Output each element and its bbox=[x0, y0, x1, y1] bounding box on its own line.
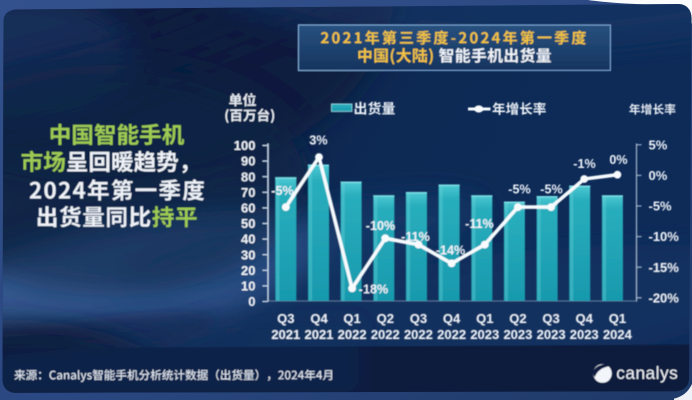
svg-text:2022: 2022 bbox=[437, 327, 466, 342]
svg-text:Q1: Q1 bbox=[343, 311, 360, 326]
svg-text:-10%: -10% bbox=[366, 219, 395, 233]
svg-text:-10%: -10% bbox=[649, 229, 680, 244]
svg-text:canalys: canalys bbox=[616, 363, 678, 383]
svg-text:0%: 0% bbox=[609, 153, 627, 167]
svg-text:90: 90 bbox=[241, 154, 255, 169]
svg-text:0%: 0% bbox=[649, 168, 668, 183]
svg-text:Q4: Q4 bbox=[576, 311, 594, 326]
svg-text:20: 20 bbox=[241, 263, 255, 278]
svg-text:5%: 5% bbox=[649, 137, 668, 152]
svg-text:-20%: -20% bbox=[649, 290, 680, 305]
svg-text:-5%: -5% bbox=[649, 199, 673, 214]
svg-text:-11%: -11% bbox=[465, 217, 494, 231]
svg-text:-5%: -5% bbox=[508, 183, 530, 197]
svg-text:2021: 2021 bbox=[305, 327, 334, 342]
svg-text:Q2: Q2 bbox=[377, 311, 394, 326]
svg-text:60: 60 bbox=[241, 201, 255, 216]
svg-text:2022: 2022 bbox=[404, 327, 433, 342]
svg-text:Q1: Q1 bbox=[609, 311, 626, 326]
svg-text:2023: 2023 bbox=[537, 327, 566, 342]
svg-text:2024: 2024 bbox=[603, 327, 633, 342]
svg-text:Q4: Q4 bbox=[443, 311, 461, 326]
svg-text:-15%: -15% bbox=[649, 260, 680, 275]
svg-text:-11%: -11% bbox=[401, 230, 430, 244]
svg-text:-1%: -1% bbox=[573, 157, 595, 171]
svg-text:3%: 3% bbox=[309, 134, 327, 148]
svg-text:2022: 2022 bbox=[371, 327, 400, 342]
svg-text:Q3: Q3 bbox=[410, 311, 427, 326]
svg-text:2022: 2022 bbox=[338, 327, 367, 342]
svg-text:40: 40 bbox=[241, 232, 255, 247]
svg-text:Q2: Q2 bbox=[509, 311, 526, 326]
svg-text:2023: 2023 bbox=[503, 327, 532, 342]
svg-text:-5%: -5% bbox=[540, 183, 562, 197]
svg-text:50: 50 bbox=[241, 216, 255, 231]
svg-text:2021: 2021 bbox=[271, 327, 300, 342]
svg-text:2023: 2023 bbox=[470, 327, 499, 342]
svg-text:0: 0 bbox=[248, 294, 255, 309]
svg-text:2023: 2023 bbox=[570, 327, 599, 342]
svg-text:10: 10 bbox=[241, 279, 255, 294]
svg-text:Q1: Q1 bbox=[476, 311, 493, 326]
svg-text:Q3: Q3 bbox=[542, 311, 559, 326]
svg-text:-5%: -5% bbox=[271, 184, 293, 198]
svg-text:70: 70 bbox=[241, 185, 255, 200]
svg-text:-18%: -18% bbox=[359, 283, 388, 297]
svg-text:-14%: -14% bbox=[436, 244, 465, 258]
svg-text:80: 80 bbox=[241, 169, 255, 184]
svg-text:30: 30 bbox=[241, 247, 255, 262]
svg-text:Q3: Q3 bbox=[277, 311, 294, 326]
svg-text:Q4: Q4 bbox=[310, 311, 328, 326]
svg-text:100: 100 bbox=[234, 138, 256, 153]
